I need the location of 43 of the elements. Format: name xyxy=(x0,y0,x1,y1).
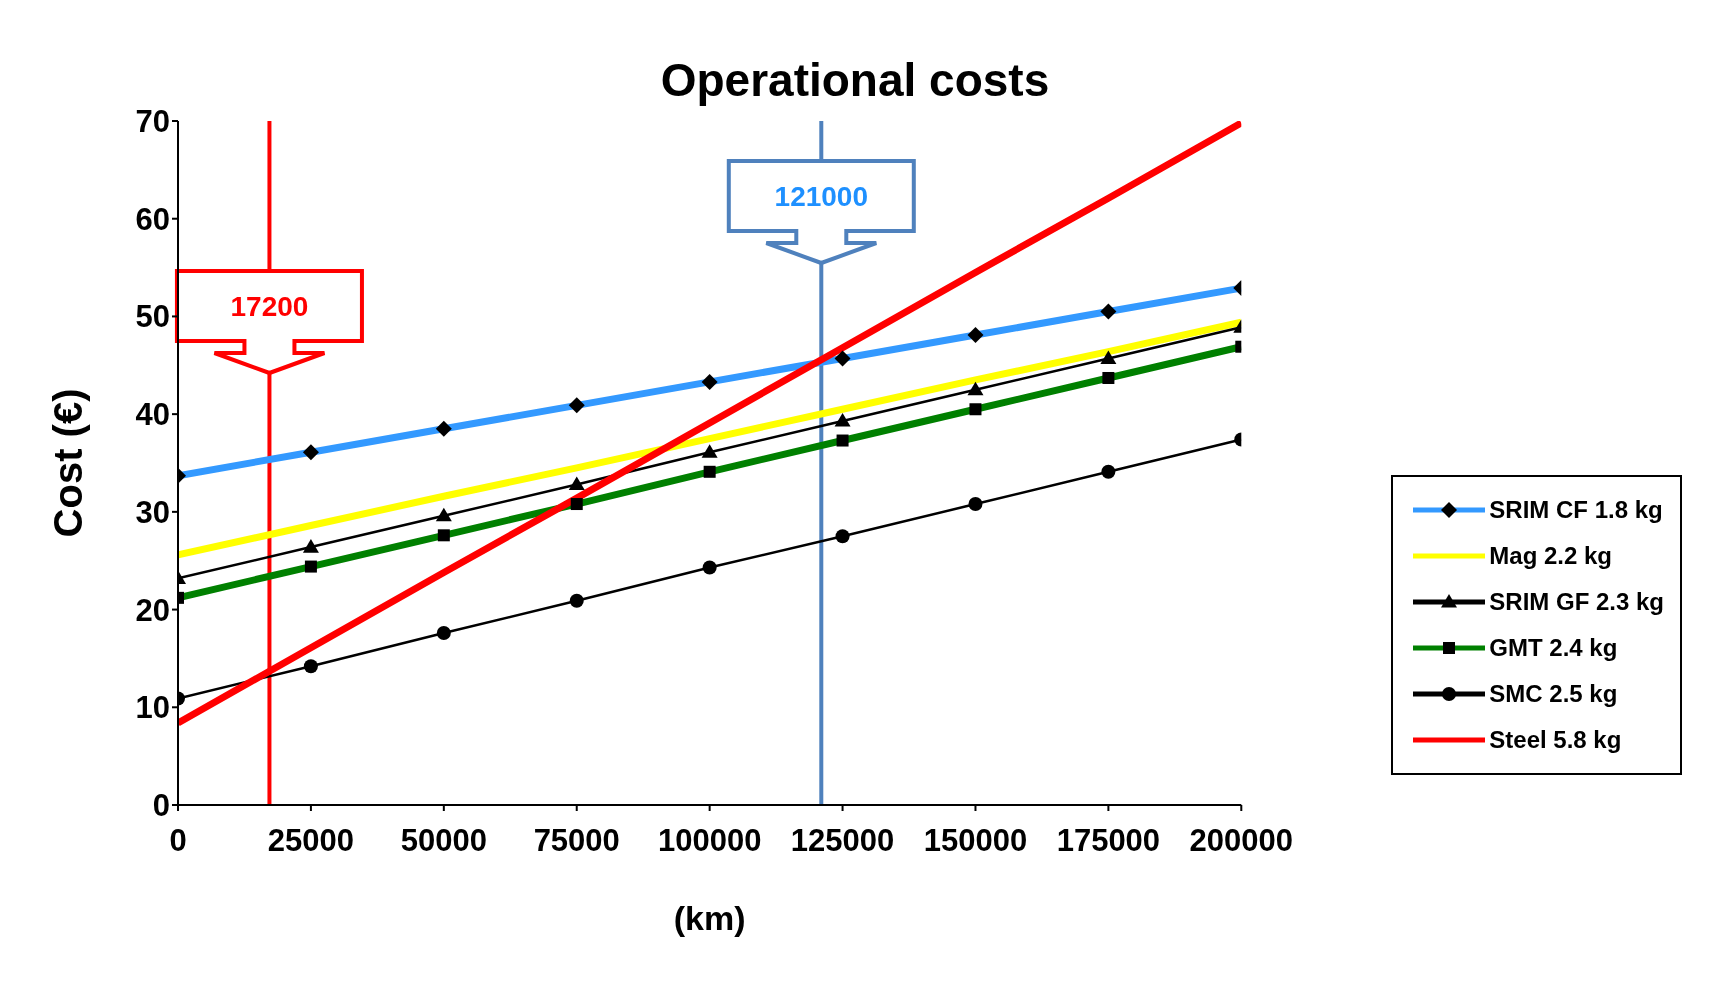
point xyxy=(436,626,451,641)
y-tick-label: 50 xyxy=(135,299,170,335)
point xyxy=(1100,350,1117,365)
point xyxy=(967,381,984,396)
legend-label: GMT 2.4 kg xyxy=(1489,634,1618,662)
point xyxy=(435,507,452,522)
legend-label: SRIM GF 2.3 kg xyxy=(1489,588,1664,616)
x-axis-title: (km) xyxy=(673,899,746,937)
point xyxy=(702,560,717,575)
point xyxy=(569,593,584,608)
y-tick-label: 40 xyxy=(135,397,170,433)
ref-line-label: 121000 xyxy=(774,181,869,212)
ref-line-label: 17200 xyxy=(230,291,309,322)
y-tick-label: 70 xyxy=(135,104,170,140)
x-tick-label: 50000 xyxy=(400,823,487,859)
point xyxy=(835,529,850,544)
y-tick-label: 20 xyxy=(135,592,170,628)
point xyxy=(1101,464,1116,479)
legend-label: SRIM CF 1.8 kg xyxy=(1489,496,1663,524)
chart-title: Operational costs xyxy=(660,54,1050,106)
point xyxy=(968,497,983,512)
callout-box: 17200 xyxy=(174,269,364,376)
point xyxy=(303,659,318,674)
y-tick-label: 0 xyxy=(152,788,170,824)
x-tick-label: 150000 xyxy=(923,823,1028,859)
x-tick-label: 175000 xyxy=(1056,823,1161,859)
x-tick-label: 100000 xyxy=(657,823,762,859)
y-tick-label: 10 xyxy=(135,690,170,726)
y-axis-title: Cost (€) xyxy=(46,388,91,538)
point xyxy=(834,412,851,427)
x-tick-label: 75000 xyxy=(533,823,620,859)
legend-label: Steel 5.8 kg xyxy=(1489,726,1622,754)
x-tick-label: 25000 xyxy=(267,823,355,859)
point xyxy=(568,476,585,491)
y-tick-label: 60 xyxy=(135,201,170,237)
callout-box: 121000 xyxy=(726,159,916,266)
point xyxy=(701,444,718,458)
x-tick-label: 125000 xyxy=(790,823,895,859)
point xyxy=(302,539,319,553)
legend-label: SMC 2.5 kg xyxy=(1489,680,1618,708)
x-tick-label: 200000 xyxy=(1189,823,1294,859)
legend-label: Mag 2.2 kg xyxy=(1489,542,1613,570)
y-tick-label: 30 xyxy=(135,494,170,530)
